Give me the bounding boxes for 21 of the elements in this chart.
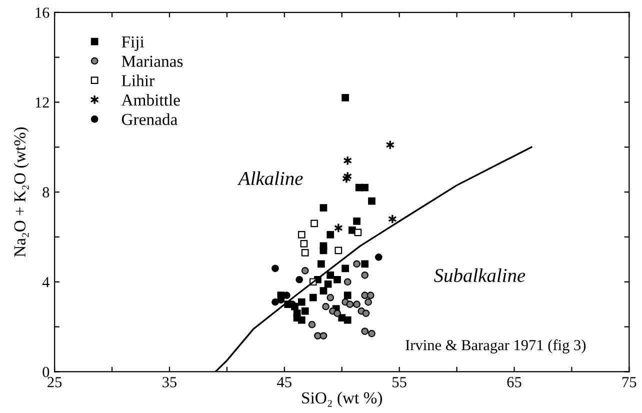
annotation: Subalkaline: [434, 268, 526, 282]
annotation: Irvine & Baragar 1971 (fig 3): [406, 339, 586, 354]
x-tick-label: 65: [507, 377, 522, 388]
legend-label: Lihir: [122, 74, 154, 86]
x-tick-label: 25: [48, 377, 62, 388]
y-tick-label: 8: [42, 187, 50, 198]
y-tick-label: 12: [36, 97, 49, 108]
x-tick-label: 35: [162, 377, 177, 388]
legend-label: Marianas: [122, 56, 183, 67]
y-tick-label: 0: [42, 366, 50, 378]
y-tick-label: 4: [42, 277, 50, 288]
y-tick-label: 16: [36, 8, 50, 18]
y-axis-title: Na₂O + K₂O (wt%): [14, 127, 29, 257]
legend-label: Grenada: [122, 113, 178, 126]
x-tick-label: 45: [277, 377, 292, 388]
x-tick-label: 55: [392, 377, 406, 388]
x-axis-title: SiO₂ (wt %): [302, 392, 382, 407]
x-tick-label: 75: [622, 377, 636, 388]
legend-label: Fiji: [122, 36, 144, 51]
annotation: Alkaline: [237, 171, 303, 186]
legend-label: Ambittle: [121, 94, 180, 106]
